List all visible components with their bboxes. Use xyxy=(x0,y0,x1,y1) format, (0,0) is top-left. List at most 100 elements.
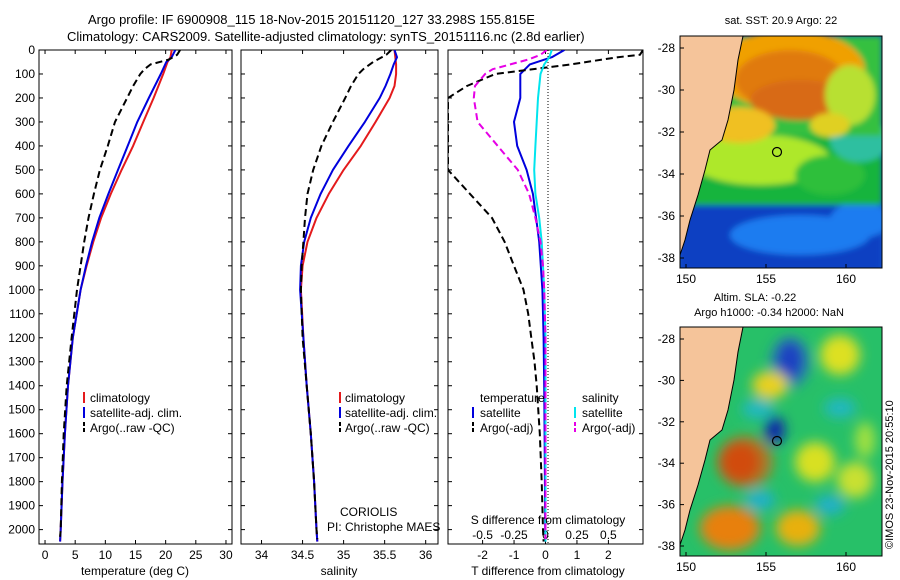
depth-tick-label: 1900 xyxy=(8,499,35,513)
argo-float-marker xyxy=(771,435,783,447)
temperature-xlabel: temperature (deg C) xyxy=(81,564,189,578)
x-tick-label: 10 xyxy=(99,548,113,562)
depth-tick-label: 1200 xyxy=(8,331,35,345)
lat-tick-label: -38 xyxy=(658,251,676,265)
lat-tick-label: -30 xyxy=(658,83,676,97)
salinity-series xyxy=(299,50,398,542)
depth-tick-label: 1400 xyxy=(8,379,35,393)
s-diff-tick-label: -0.5 xyxy=(472,528,493,542)
s-diff-tick-label: -0.25 xyxy=(500,528,528,542)
salinity-panel xyxy=(240,49,439,545)
depth-tick-label: 400 xyxy=(15,139,35,153)
header-line2: Climatology: CARS2009. Satellite-adjuste… xyxy=(67,29,585,44)
legend-label-t-argo: Argo(-adj) xyxy=(480,421,533,435)
series-line-s-satellite xyxy=(533,50,553,542)
series-line-argo-raw-qc xyxy=(299,50,392,540)
legend-label-argo: Argo(..raw -QC) xyxy=(90,421,175,435)
s-diff-tick-label: 0.5 xyxy=(600,528,617,542)
lon-tick-label: 150 xyxy=(676,560,696,574)
legend-label-s-satellite: satellite xyxy=(582,406,623,420)
lat-tick-label: -30 xyxy=(658,373,676,387)
lat-tick-label: -28 xyxy=(658,332,676,346)
imos-timestamp: ©IMOS 23-Nov-2015 20:55:10 xyxy=(884,400,896,549)
depth-tick-label: 1100 xyxy=(9,307,35,321)
salinity-xlabel: salinity xyxy=(321,564,358,578)
s-diff-tick-label: 0.25 xyxy=(565,528,589,542)
difference-xlabel: T difference from climatology xyxy=(471,564,625,578)
x-tick-label: 20 xyxy=(159,548,173,562)
sla-map xyxy=(679,326,883,557)
legend-title-salinity: salinity xyxy=(582,391,619,405)
depth-tick-label: 1300 xyxy=(8,355,35,369)
lat-tick-label: -38 xyxy=(658,539,676,553)
legend-label-argo: Argo(..raw -QC) xyxy=(345,421,430,435)
lat-tick-label: -36 xyxy=(658,498,676,512)
series-line-t-argo-adj xyxy=(448,50,643,542)
legend-label-climatology: climatology xyxy=(90,391,150,405)
lon-tick-label: 155 xyxy=(756,560,776,574)
sst-map-ticks: 150 155 160 -28 -30 -32 -34 -36 -38 xyxy=(658,41,857,286)
salinity-x-ticks: 34 34.5 35 35.5 36 xyxy=(255,50,433,562)
x-tick-label: 0 xyxy=(42,548,49,562)
x-tick-label: 30 xyxy=(219,548,233,562)
australia-coast xyxy=(679,326,744,546)
depth-tick-label: 900 xyxy=(15,259,35,273)
series-line-argo-raw-qc xyxy=(59,50,181,537)
depth-axis: 0 100 200 300 400 500 600 700 800 900 1000 1100 1200… xyxy=(8,43,643,537)
sla-map-title2: Argo h1000: -0.34 h2000: NaN xyxy=(694,307,844,319)
depth-tick-label: 100 xyxy=(15,67,35,81)
depth-tick-label: 1600 xyxy=(8,427,35,441)
depth-tick-label: 800 xyxy=(15,235,35,249)
legend-title-temperature: temperature xyxy=(480,391,545,405)
lon-tick-label: 150 xyxy=(676,272,696,286)
depth-tick-label: 1500 xyxy=(8,403,35,417)
legend-label-satellite: satellite-adj. clim. xyxy=(345,406,437,420)
t-diff-tick-label: -1 xyxy=(509,548,520,562)
depth-tick-label: 700 xyxy=(15,211,35,225)
lon-tick-label: 155 xyxy=(756,272,776,286)
t-diff-tick-label: -2 xyxy=(477,548,488,562)
difference-series xyxy=(448,50,643,542)
depth-tick-label: 0 xyxy=(28,43,35,57)
legend-label-t-satellite: satellite xyxy=(480,406,521,420)
x-tick-label: 15 xyxy=(129,548,143,562)
series-line-s-argo-adj xyxy=(472,50,548,540)
t-diff-tick-label: 0 xyxy=(542,548,549,562)
sst-map-title: sat. SST: 20.9 Argo: 22 xyxy=(725,15,838,27)
header-line1: Argo profile: IF 6900908_115 18-Nov-2015… xyxy=(88,12,535,27)
lat-tick-label: -32 xyxy=(658,415,676,429)
depth-tick-label: 300 xyxy=(15,115,35,129)
x-tick-label: 5 xyxy=(72,548,79,562)
temperature-x-ticks: 0 5 10 15 20 25 30 xyxy=(42,50,233,562)
depth-tick-label: 200 xyxy=(15,91,35,105)
legend-label-climatology: climatology xyxy=(345,391,405,405)
sla-map-ticks: 150 155 160 -28 -30 -32 -34 -36 -38 xyxy=(658,332,857,574)
coriolis-label: CORIOLIS xyxy=(340,505,397,519)
x-tick-label: 36 xyxy=(419,548,433,562)
x-tick-label: 35.5 xyxy=(373,548,397,562)
series-line-satellite-adj-clim xyxy=(299,50,398,542)
lon-tick-label: 160 xyxy=(836,560,856,574)
temperature-legend: climatology satellite-adj. clim. Argo(..… xyxy=(83,391,182,435)
salinity-legend: climatology satellite-adj. clim. Argo(..… xyxy=(339,391,437,435)
lat-tick-label: -32 xyxy=(658,125,676,139)
depth-tick-label: 1800 xyxy=(8,475,35,489)
difference-xlabel-top: S difference from climatology xyxy=(471,513,626,527)
depth-tick-label: 500 xyxy=(15,163,35,177)
lat-tick-label: -28 xyxy=(658,41,676,55)
sla-map-title1: Altim. SLA: -0.22 xyxy=(714,292,797,304)
lat-tick-label: -34 xyxy=(658,456,676,470)
pi-label: PI: Christophe MAES xyxy=(327,520,440,534)
t-diff-tick-label: 2 xyxy=(605,548,612,562)
difference-legend: temperature salinity satellite Argo(-adj… xyxy=(472,391,635,435)
temperature-series xyxy=(59,50,181,542)
t-diff-tick-label: 1 xyxy=(574,548,581,562)
depth-tick-label: 1000 xyxy=(8,283,35,297)
lon-tick-label: 160 xyxy=(836,272,856,286)
depth-tick-label: 2000 xyxy=(8,523,35,537)
argo-float-marker xyxy=(771,146,783,158)
legend-label-s-argo: Argo(-adj) xyxy=(582,421,635,435)
legend-label-satellite: satellite-adj. clim. xyxy=(90,406,182,420)
sst-map xyxy=(679,35,883,269)
